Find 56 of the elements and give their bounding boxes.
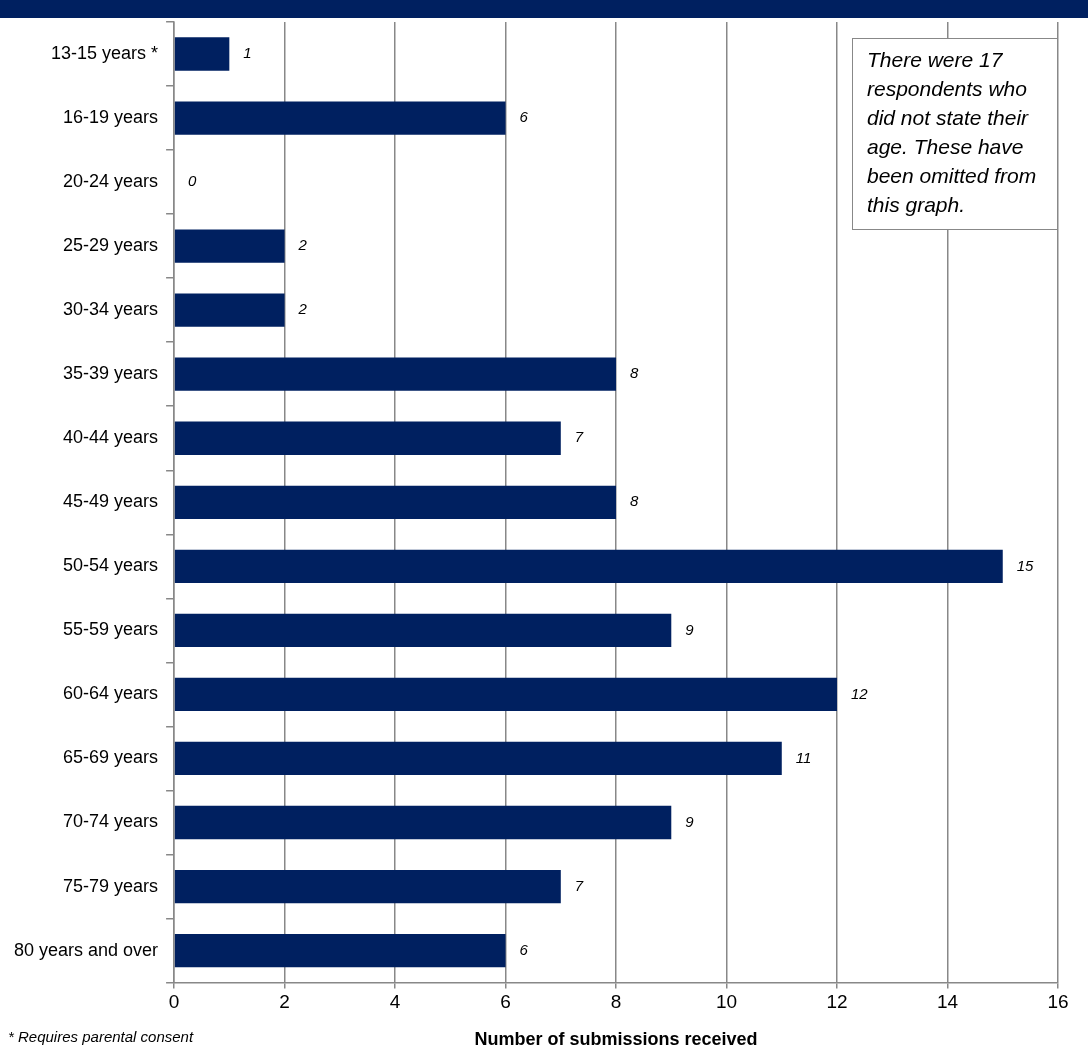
data-label: 1 <box>243 44 252 62</box>
bar <box>174 421 561 455</box>
y-tick-label: 55-59 years <box>63 619 159 640</box>
y-tick-label: 13-15 years * <box>51 42 159 63</box>
bar <box>174 677 838 712</box>
annotation: There were 17 respondents who did not state their age. These have been omitted from this graph. <box>852 38 1058 230</box>
data-label: 6 <box>519 108 529 126</box>
x-axis-title: Number of submissions received <box>474 1029 758 1050</box>
data-label: 8 <box>630 364 640 382</box>
data-label: 8 <box>630 492 640 510</box>
bar <box>174 613 672 648</box>
y-tick-label: 20-24 years <box>63 171 159 192</box>
bar <box>174 805 672 840</box>
x-tick-label: 6 <box>500 991 511 1013</box>
x-tick-label: 8 <box>610 991 622 1013</box>
data-label: 15 <box>1016 556 1035 574</box>
y-tick-label: 16-19 years <box>63 107 159 128</box>
text: * Requires parental consent <box>8 1028 194 1045</box>
data-label: 7 <box>574 876 584 894</box>
data-label: 9 <box>685 620 695 638</box>
y-tick-label: 35-39 years <box>63 363 159 384</box>
x-tick-label: 2 <box>279 991 290 1013</box>
y-tick-label: 65-69 years <box>63 747 159 768</box>
x-tick-label: 14 <box>936 991 959 1013</box>
data-label: 9 <box>685 812 695 830</box>
bar <box>174 485 617 519</box>
x-tick-label: 4 <box>389 991 401 1013</box>
bar <box>174 101 506 135</box>
data-label: 2 <box>297 300 308 318</box>
y-tick-label: 80 years and over <box>13 939 159 960</box>
bar <box>174 933 506 968</box>
bar <box>174 293 285 327</box>
y-tick-label: 70-74 years <box>63 811 159 832</box>
data-label: 11 <box>795 748 812 766</box>
data-label: 2 <box>297 236 308 254</box>
bar <box>174 741 782 776</box>
bar <box>174 357 617 391</box>
data-label: 7 <box>574 428 584 446</box>
y-tick-label: 45-49 years <box>63 491 159 512</box>
x-tick-label: 12 <box>826 991 848 1013</box>
x-tick-label: 16 <box>1047 991 1069 1013</box>
data-label: 12 <box>851 684 869 702</box>
bar <box>174 37 230 71</box>
y-tick-label: 25-29 years <box>63 235 159 256</box>
bar <box>174 869 561 904</box>
y-tick-label: 40-44 years <box>63 427 159 448</box>
y-tick-label: 60-64 years <box>63 683 159 704</box>
bar <box>174 549 1003 583</box>
y-tick-label: 50-54 years <box>63 555 159 576</box>
y-tick-label: 30-34 years <box>63 299 159 320</box>
y-tick-label: 75-79 years <box>63 875 159 896</box>
data-label: 6 <box>519 940 529 958</box>
x-tick-label: 0 <box>168 991 180 1013</box>
bar <box>174 229 285 263</box>
data-label: 0 <box>188 172 198 190</box>
x-tick-label: 10 <box>715 991 738 1013</box>
